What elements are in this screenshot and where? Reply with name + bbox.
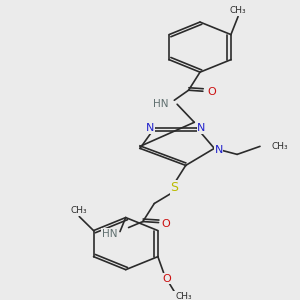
Text: O: O	[161, 219, 170, 229]
Text: CH₃: CH₃	[230, 6, 246, 15]
Text: N: N	[146, 123, 154, 133]
Text: O: O	[162, 274, 171, 284]
Text: CH₃: CH₃	[71, 206, 88, 215]
Text: S: S	[170, 181, 178, 194]
Text: HN: HN	[102, 229, 117, 238]
Text: N: N	[197, 123, 206, 133]
Text: HN: HN	[153, 99, 169, 109]
Text: CH₃: CH₃	[175, 292, 192, 300]
Text: CH₃: CH₃	[272, 142, 288, 151]
Text: O: O	[207, 87, 216, 97]
Text: N: N	[214, 146, 223, 155]
